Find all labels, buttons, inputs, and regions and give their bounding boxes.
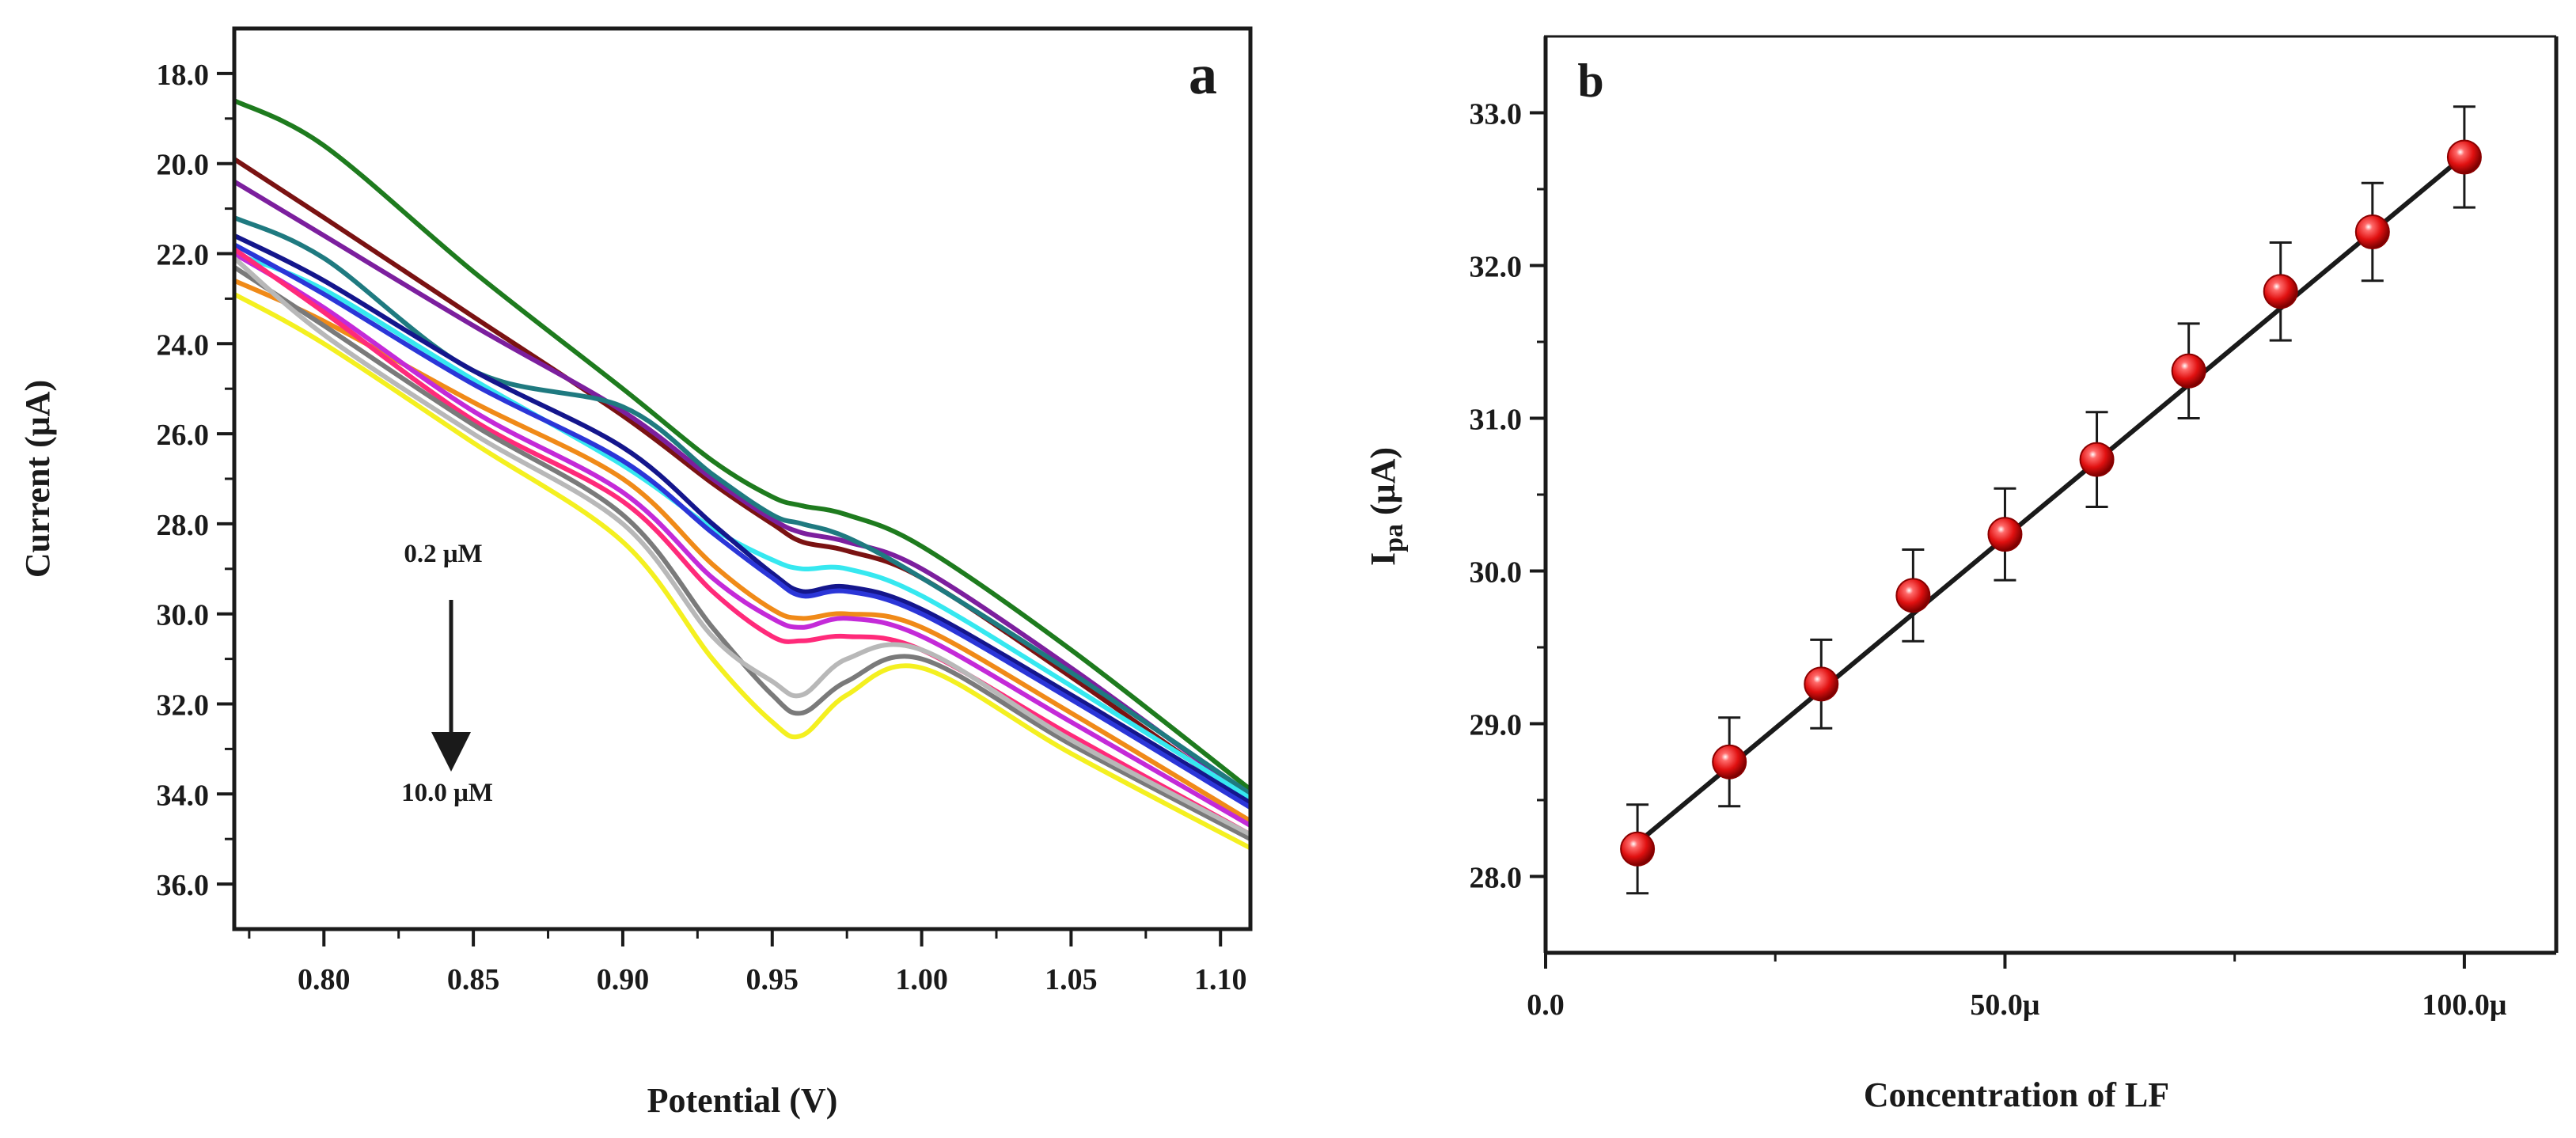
a-series-line-9-8-m xyxy=(234,256,1250,837)
a-x-tick-label: 0.90 xyxy=(597,963,650,996)
b-data-point xyxy=(1804,666,1839,702)
b-y-axis-label-sub: pa xyxy=(1379,524,1409,552)
a-y-tick-label: 36.0 xyxy=(157,869,210,902)
panel-a: 18.0 20.0 22.0 24.0 26.0 28.0 30.0 32.0 34.0 36.0… xyxy=(18,26,1253,1120)
b-y-tick-label: 29.0 xyxy=(1470,709,1523,742)
b-y-axis-label-main: I xyxy=(1364,552,1402,566)
a-series-line-5-0-m xyxy=(234,233,1250,806)
a-series-line-4-0-m xyxy=(234,251,1250,801)
a-series-line-9-0-m xyxy=(234,247,1250,837)
b-data-point xyxy=(1620,831,1656,867)
a-series-line-0-2-m xyxy=(234,98,1250,791)
b-data-point xyxy=(1895,578,1931,613)
a-y-tick-label: 30.0 xyxy=(157,599,210,632)
b-y-axis-label-unit: (μA) xyxy=(1364,447,1402,524)
a-x-axis-label: Potential (V) xyxy=(647,1081,838,1120)
b-data-point xyxy=(2446,139,2482,175)
a-x-tick-label: 1.00 xyxy=(895,963,948,996)
a-annotation-bottom: 10.0 μM xyxy=(401,779,493,807)
a-y-ticks: 18.0 20.0 22.0 24.0 26.0 28.0 30.0 32.0 34.0 36.0 xyxy=(157,59,234,902)
b-y-ticks: 28.0 29.0 30.0 31.0 32.0 33.0 xyxy=(1470,98,1546,895)
b-x-ticks: 0.0 50.0μ 100.0μ xyxy=(1527,953,2507,1022)
b-fit-line xyxy=(1636,154,2466,845)
a-x-tick-label: 0.80 xyxy=(298,963,351,996)
b-x-tick-label: 50.0μ xyxy=(1970,988,2040,1022)
a-x-tick-label: 0.85 xyxy=(447,963,500,996)
a-panel-label: a xyxy=(1189,43,1217,106)
a-series-line-6-0-m xyxy=(234,242,1250,810)
a-y-tick-label: 20.0 xyxy=(157,149,210,182)
b-data-point xyxy=(1712,744,1747,780)
a-x-tick-label: 1.05 xyxy=(1045,963,1098,996)
b-data-point xyxy=(1987,517,2023,552)
b-y-tick-label: 30.0 xyxy=(1470,556,1523,590)
b-points-group xyxy=(1620,105,2482,895)
a-series-group xyxy=(234,98,1250,851)
a-series-line-9-5-m xyxy=(234,265,1250,841)
a-x-tick-label: 0.95 xyxy=(746,963,799,996)
a-annotation-top: 0.2 μM xyxy=(404,540,482,568)
b-x-tick-label: 100.0μ xyxy=(2422,988,2507,1022)
a-y-tick-label: 18.0 xyxy=(157,59,210,92)
a-series-line-1-0-m xyxy=(234,157,1250,806)
b-y-tick-label: 32.0 xyxy=(1470,251,1523,284)
a-series-line-8-0-m xyxy=(234,251,1250,828)
b-data-point xyxy=(2079,442,2115,477)
b-x-axis-label: Concentration of LF xyxy=(1864,1075,2169,1114)
b-data-point xyxy=(2263,274,2298,309)
b-y-tick-label: 33.0 xyxy=(1470,98,1523,131)
b-x-tick-label: 0.0 xyxy=(1527,988,1565,1022)
a-y-tick-label: 24.0 xyxy=(157,328,210,362)
a-series-line-3-0-m xyxy=(234,215,1250,796)
panel-b: 28.029.030.031.032.033.0 0.0 50.0μ 100.0μ … xyxy=(1364,35,2559,1114)
b-y-tick-label: 28.0 xyxy=(1470,862,1523,895)
b-y-tick-label: 31.0 xyxy=(1470,404,1523,437)
b-data-point xyxy=(2354,214,2390,250)
a-y-tick-label: 32.0 xyxy=(157,689,210,723)
b-panel-label: b xyxy=(1577,55,1603,107)
a-series-line-10-0-m xyxy=(234,292,1250,851)
a-y-tick-label: 34.0 xyxy=(157,779,210,812)
b-y-axis-label: Ipa (μA) xyxy=(1364,447,1409,566)
b-data-point xyxy=(2171,353,2206,389)
a-y-tick-label: 26.0 xyxy=(157,419,210,452)
a-y-axis-label: Current (μA) xyxy=(18,380,57,578)
a-y-tick-label: 28.0 xyxy=(157,509,210,542)
a-series-line-2-0-m xyxy=(234,179,1250,801)
a-y-tick-label: 22.0 xyxy=(157,239,210,272)
a-x-tick-label: 1.10 xyxy=(1194,963,1247,996)
a-x-ticks: 0.80 0.85 0.90 0.95 1.00 1.05 1.10 xyxy=(248,929,1247,996)
